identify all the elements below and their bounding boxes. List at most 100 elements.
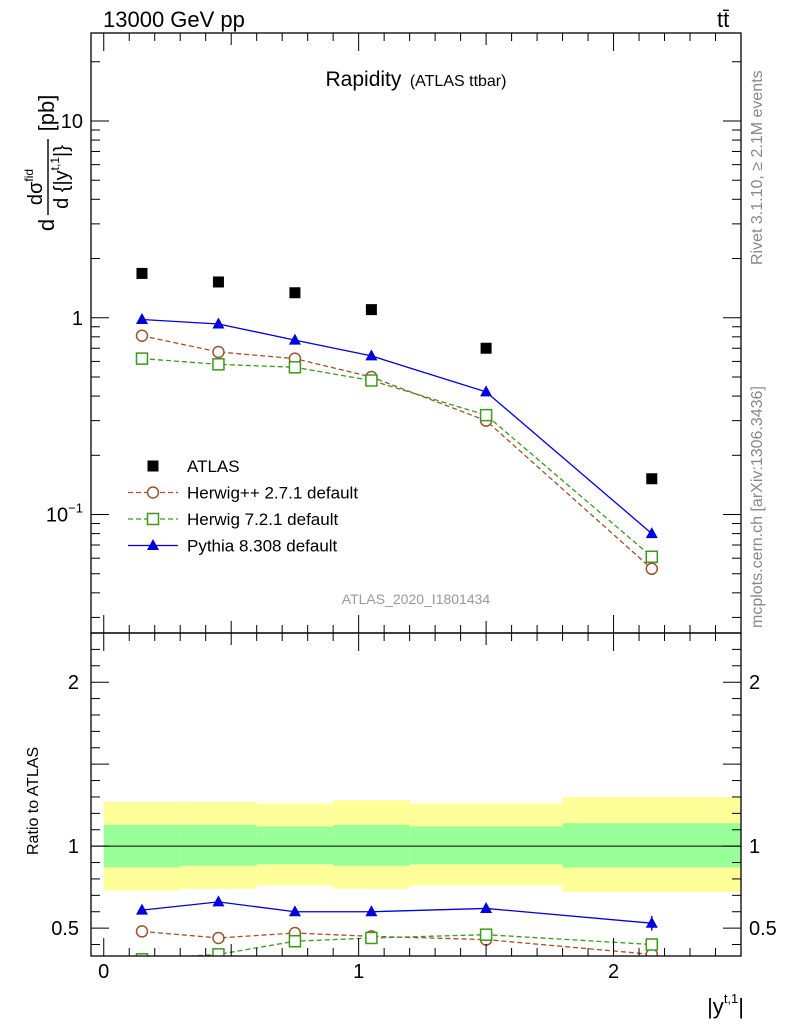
band-green [180, 824, 257, 866]
plot-title: Rapidity (ATLAS ttbar) [326, 68, 507, 91]
band-green [256, 826, 334, 865]
data-point [288, 333, 301, 345]
data-point [212, 931, 225, 945]
data-point [288, 361, 302, 374]
data-point [135, 903, 148, 915]
process-label: tt̄ [717, 7, 729, 32]
x-tick-label: 0 [98, 961, 109, 983]
data-point [135, 329, 149, 343]
band-green [333, 824, 410, 866]
data-point [645, 916, 658, 928]
data-point [645, 527, 658, 539]
data-point [135, 953, 149, 956]
data-point [212, 276, 224, 288]
data-point [479, 928, 493, 941]
series-line [141, 318, 653, 535]
ylabel-numerator: dσ [25, 181, 47, 205]
plot-title-main: Rapidity [326, 68, 402, 91]
data-point [365, 931, 378, 945]
ylabel-denominator-end: |} [51, 145, 73, 157]
legend-label: Pythia 8.308 default [187, 537, 338, 556]
data-point [365, 905, 378, 917]
data-point [645, 938, 659, 951]
band-green [562, 823, 741, 868]
xlabel-main: |y [707, 994, 724, 1019]
x-tick-label: 1 [353, 961, 364, 983]
ratio-y-tick-label-left: 2 [68, 672, 79, 694]
data-point [136, 267, 148, 279]
data-point [480, 342, 492, 354]
energy-label: 13000 GeV pp [103, 7, 245, 32]
series-line [141, 335, 653, 570]
data-point [135, 925, 149, 938]
xlabel-end: | [738, 994, 744, 1019]
data-point [645, 550, 659, 564]
legend-marker [146, 512, 160, 526]
y-tick-label: 1 [72, 308, 83, 330]
legend-marker [146, 486, 160, 499]
uncertainty-bands [91, 796, 741, 893]
data-point [479, 408, 493, 422]
band-green [409, 826, 563, 865]
ratio-panel-series [135, 895, 659, 956]
ratio-y-tick-label-right: 0.5 [749, 918, 777, 940]
series-3 [135, 312, 658, 539]
series-0 [136, 267, 658, 485]
data-point [289, 287, 301, 299]
data-point [212, 317, 225, 329]
main-y-axis-label: d dσfid d {|yt,1|} [pb] [22, 95, 73, 231]
ylabel-prefix: d [34, 219, 59, 231]
legend-marker [147, 539, 159, 550]
data-point [480, 901, 493, 913]
ylabel-numerator-sup: fid [22, 169, 36, 182]
ylabel-unit: [pb] [34, 95, 59, 132]
data-point [288, 905, 301, 917]
x-axis-label: |yt,1| [707, 991, 744, 1019]
ratio-y-axis-label: Ratio to ATLAS [25, 747, 42, 855]
data-point [645, 562, 659, 576]
data-point [135, 352, 149, 365]
series-2 [135, 352, 659, 564]
data-point [480, 385, 493, 397]
legend: ATLAS Herwig++ 2.7.1 default Herwig 7.2.1 … [128, 457, 358, 556]
data-point [288, 934, 302, 948]
ratio-y-tick-label-right: 1 [749, 836, 760, 858]
data-point [212, 358, 225, 371]
data-point [212, 345, 225, 359]
series-line [141, 930, 652, 956]
series-line [141, 357, 653, 558]
ratio-y-tick-label-left: 1 [68, 836, 79, 858]
series-2 [135, 895, 658, 931]
main-panel-series [135, 267, 659, 576]
ylabel-denominator-sup: t,1 [48, 157, 62, 171]
data-point [365, 374, 378, 387]
data-point [212, 895, 225, 907]
legend-item-3: Pythia 8.308 default [128, 537, 338, 556]
plot-title-sub: (ATLAS ttbar) [410, 73, 507, 90]
data-point [646, 473, 658, 485]
y-tick-label: 10−1 [46, 501, 83, 527]
rivet-version-text: Rivet 3.1.10, ≥ 2.1M events [749, 70, 766, 265]
data-point [212, 948, 225, 956]
series-1 [135, 928, 659, 956]
ratio-frame [90, 632, 742, 957]
series-line [182, 934, 652, 956]
xlabel-sup: t,1 [724, 991, 738, 1006]
data-point [365, 349, 378, 361]
legend-label: Herwig 7.2.1 default [187, 510, 338, 529]
legend-item-0: ATLAS [147, 457, 240, 476]
svg-text:d {|yt,1|}: d {|yt,1|} [48, 145, 73, 209]
y-tick-label: 10 [61, 111, 83, 133]
x-tick-label: 2 [608, 961, 619, 983]
legend-marker [147, 460, 159, 472]
legend-label: Herwig++ 2.7.1 default [187, 484, 358, 503]
legend-item-2: Herwig 7.2.1 default [128, 510, 338, 529]
svg-text:dσfid: dσfid [22, 169, 47, 205]
ratio-y-tick-label-right: 2 [749, 672, 760, 694]
ratio-y-tick-label-left: 0.5 [51, 918, 79, 940]
legend-label: ATLAS [187, 457, 240, 476]
analysis-tag: ATLAS_2020_I1801434 [342, 591, 491, 607]
data-point [365, 304, 377, 316]
series-line [141, 901, 652, 924]
